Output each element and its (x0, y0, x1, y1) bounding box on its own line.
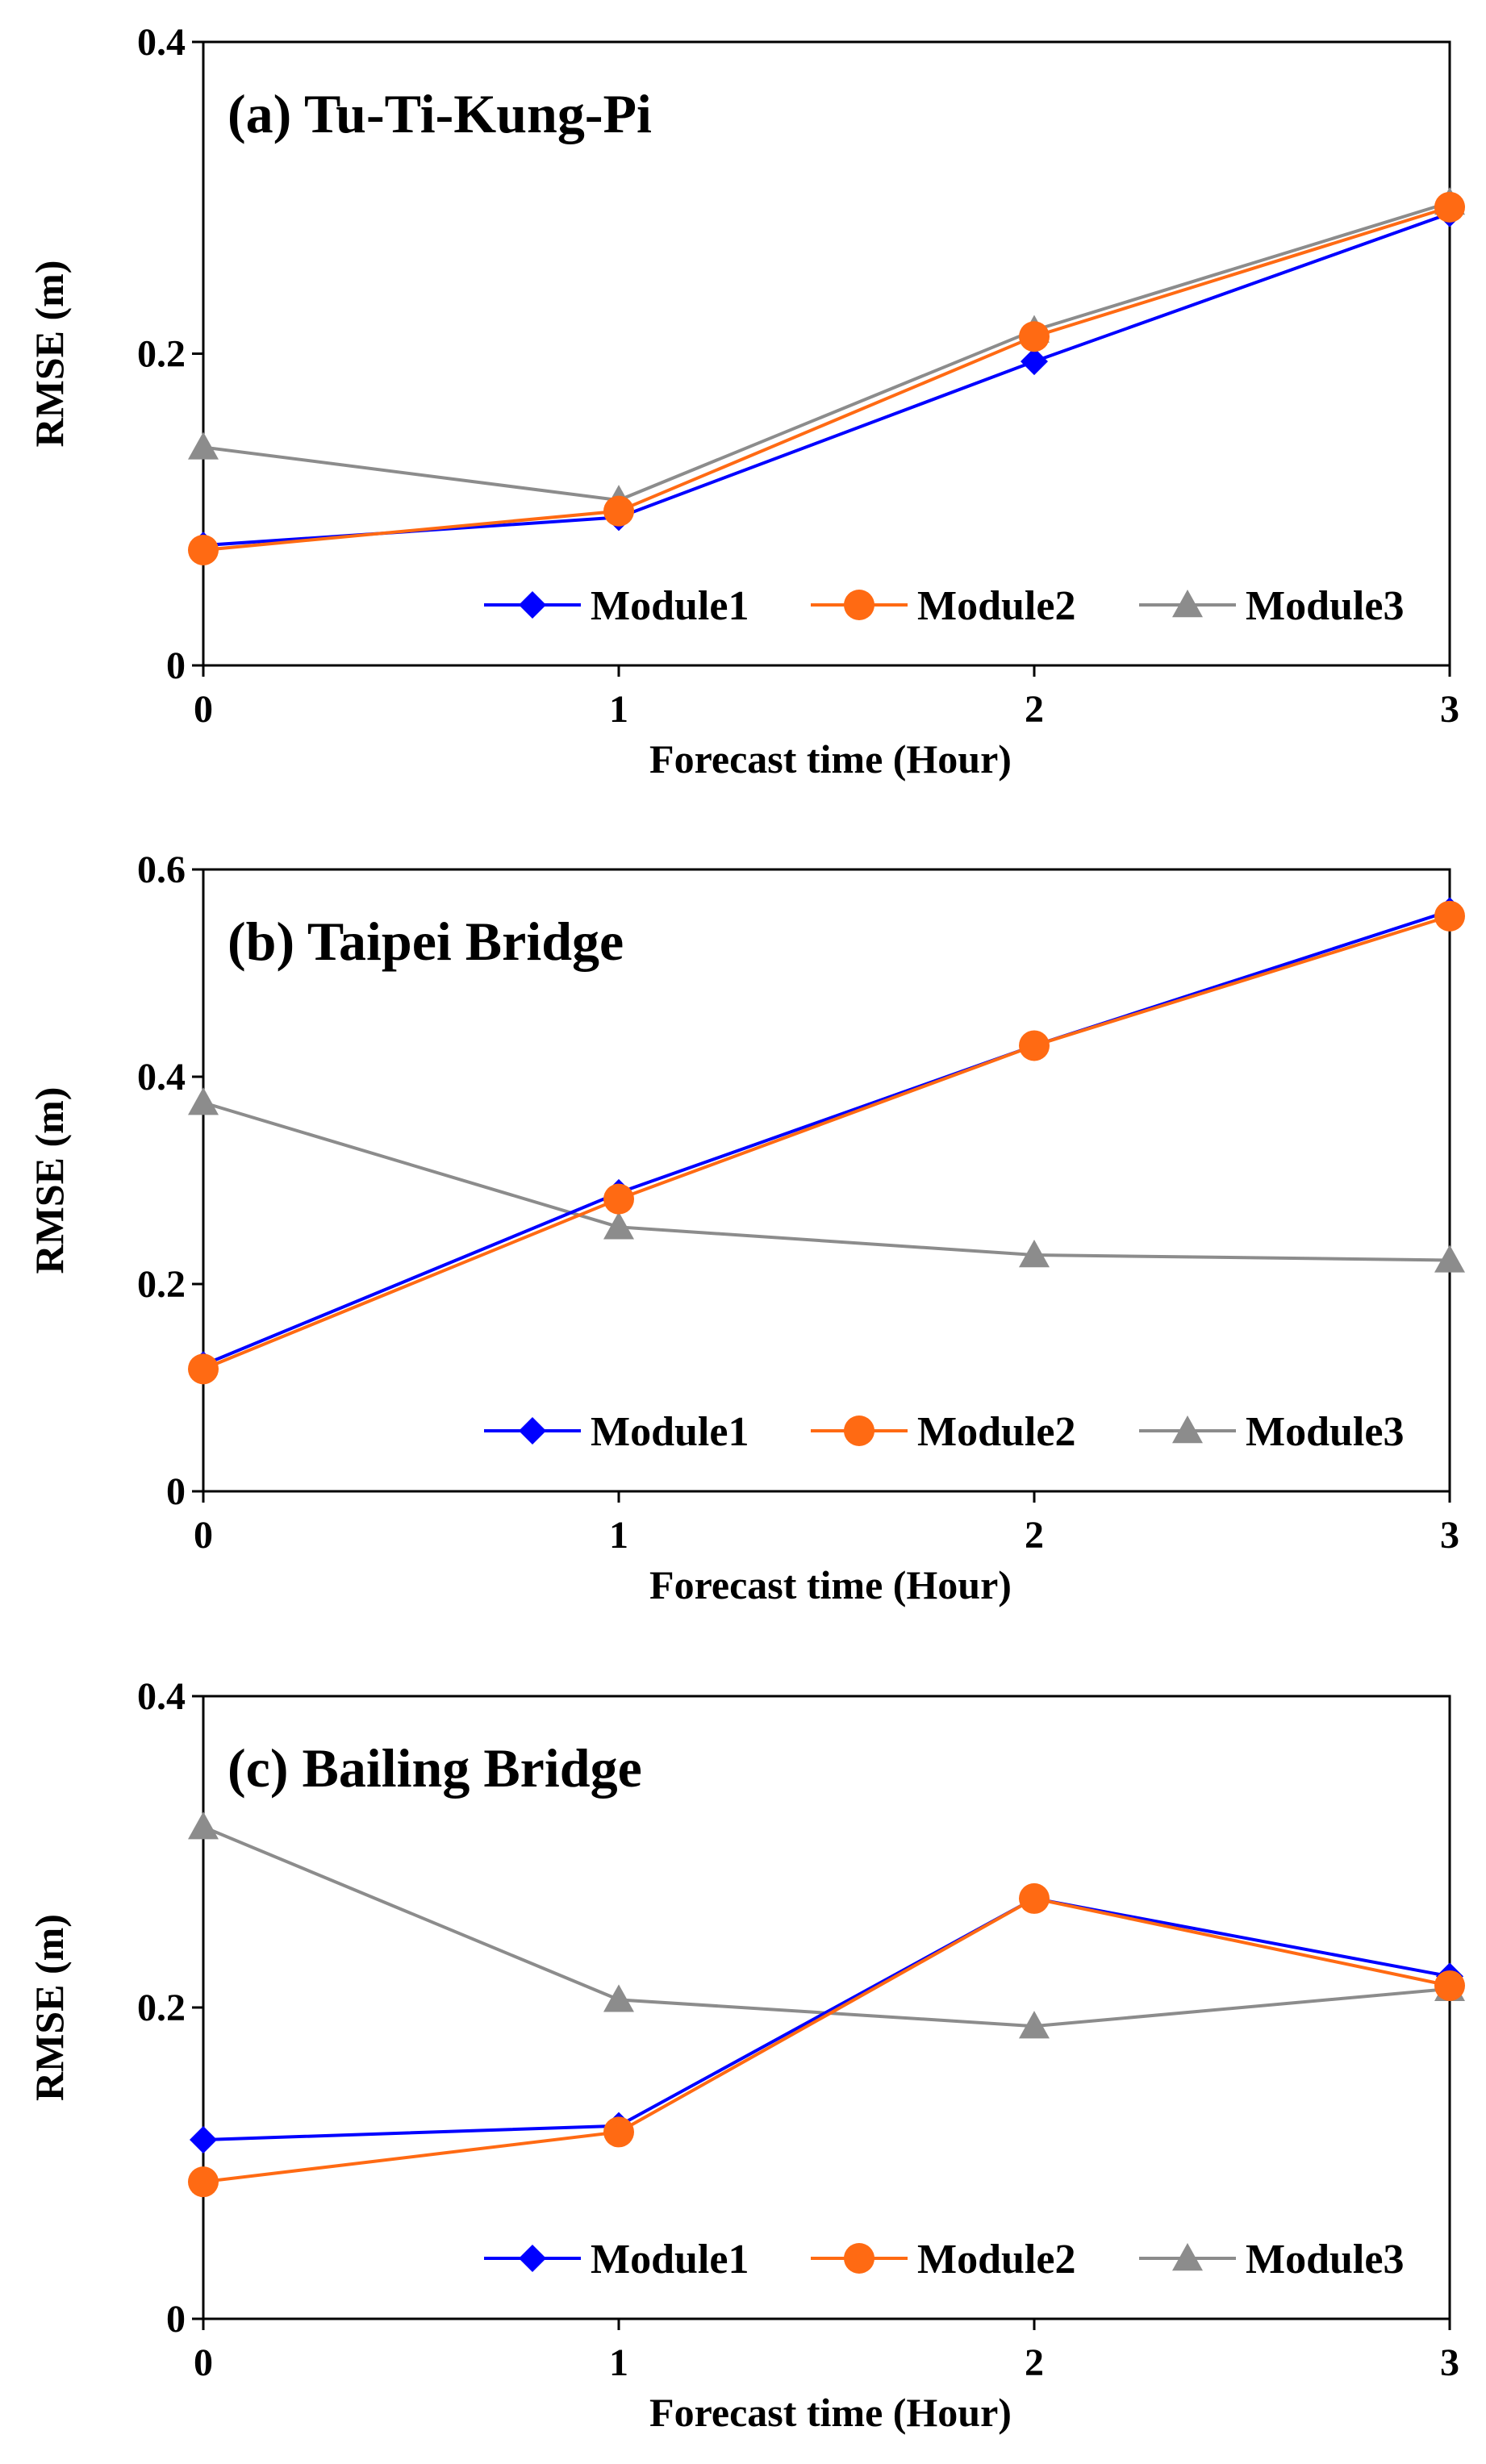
legend-marker (519, 1417, 546, 1445)
data-point-module3 (188, 432, 219, 460)
x-tick-label: 2 (1025, 2341, 1044, 2384)
data-point-module2 (188, 2166, 219, 2198)
legend-marker (1172, 590, 1203, 618)
series-line-module1 (202, 909, 1451, 1367)
series-line-module2 (202, 1896, 1451, 2184)
legend-label: Module1 (591, 2237, 749, 2283)
data-point-module2 (603, 2116, 634, 2148)
panel-title: (b) Taipei Bridge (227, 911, 624, 972)
legend-marker (519, 2245, 546, 2272)
legend-item-module2: Module2 (811, 2237, 1075, 2283)
legend-item-module1: Module1 (484, 583, 749, 629)
data-point-module1 (1021, 348, 1048, 376)
series-line-module2 (202, 205, 1451, 552)
plot-frame (202, 868, 1451, 1493)
legend-item-module1: Module1 (484, 1409, 749, 1455)
y-tick-label: 0 (166, 2298, 186, 2341)
legend-item-module3: Module3 (1139, 583, 1404, 629)
series-line-module1 (202, 211, 1451, 548)
series-line-module3 (202, 1825, 1451, 2028)
series-line-module3 (202, 201, 1451, 502)
data-point-module2 (1019, 1030, 1050, 1061)
data-point-module2 (603, 495, 634, 527)
data-point-module2 (1434, 900, 1465, 932)
data-point-module2 (1019, 321, 1050, 352)
x-axis-label: Forecast time (Hour) (649, 736, 1012, 782)
data-point-module2 (188, 534, 219, 565)
panel-a: 0 0.2 0.4 0 1 2 3 Forecast time (Hour) RMSE (m) (… (27, 21, 1465, 782)
legend-label: Module2 (917, 583, 1075, 629)
data-point-module2 (1434, 191, 1465, 223)
data-point-module3 (188, 1812, 219, 1840)
data-point-module3 (188, 1087, 219, 1115)
y-tick-label: 0.4 (137, 1675, 186, 1718)
panel-c: 0 0.2 0.4 0 1 2 3 Forecast time (Hour) RMSE (m) (… (27, 1675, 1465, 2435)
x-tick-label: 2 (1025, 1514, 1044, 1557)
legend-marker (844, 590, 874, 620)
legend-label: Module2 (917, 2237, 1075, 2283)
x-axis-label: Forecast time (Hour) (649, 2390, 1012, 2435)
x-tick-label: 1 (609, 2341, 628, 2384)
legend-label: Module3 (1246, 2237, 1404, 2283)
y-tick-label: 0 (166, 644, 186, 687)
x-tick-label: 0 (194, 1514, 213, 1557)
legend-item-module1: Module1 (484, 2237, 749, 2283)
y-tick-label: 0.2 (137, 1263, 186, 1306)
legend-item-module2: Module2 (811, 1409, 1075, 1455)
data-point-module3 (1019, 2011, 1050, 2039)
legend-label: Module3 (1246, 1409, 1404, 1455)
y-axis-label: RMSE (m) (27, 1087, 72, 1274)
legend-label: Module1 (591, 1409, 749, 1455)
legend-marker (1172, 2243, 1203, 2271)
legend-label: Module2 (917, 1409, 1075, 1455)
x-tick-label: 3 (1440, 688, 1459, 731)
x-tick-label: 1 (609, 1514, 628, 1557)
y-axis-label: RMSE (m) (27, 261, 72, 448)
y-tick-label: 0 (166, 1470, 186, 1513)
data-point-module1 (190, 2126, 217, 2154)
legend-marker (844, 1415, 874, 1446)
data-point-module2 (603, 1183, 634, 1215)
data-point-module2 (188, 1353, 219, 1385)
data-point-module3 (1434, 1245, 1465, 1273)
series-line-module2 (202, 914, 1451, 1371)
panel-title: (c) Bailing Bridge (227, 1737, 642, 1799)
panel-b: 0 0.2 0.4 0.6 0 1 2 3 Forecast time (Hour) RMSE (… (27, 848, 1465, 1607)
data-point-module2 (1434, 1970, 1465, 2001)
legend-item-module3: Module3 (1139, 1409, 1404, 1455)
legend-item-module3: Module3 (1139, 2237, 1404, 2283)
legend-marker (519, 591, 546, 619)
data-point-module3 (603, 1984, 634, 2012)
y-tick-label: 0.4 (137, 1056, 186, 1099)
data-point-module3 (603, 1211, 634, 1240)
legend-label: Module3 (1246, 583, 1404, 629)
legend-label: Module1 (591, 583, 749, 629)
x-tick-label: 2 (1025, 688, 1044, 731)
data-point-module2 (1019, 1882, 1050, 1914)
y-axis-label: RMSE (m) (27, 1914, 72, 2101)
x-tick-label: 0 (194, 2341, 213, 2384)
series-line-module3 (202, 1101, 1451, 1262)
x-tick-label: 3 (1440, 2341, 1459, 2384)
data-point-module3 (1019, 1240, 1050, 1268)
y-tick-label: 0.4 (137, 21, 186, 64)
legend-item-module2: Module2 (811, 583, 1075, 629)
y-tick-label: 0.2 (137, 333, 186, 376)
x-tick-label: 0 (194, 688, 213, 731)
x-tick-label: 1 (609, 688, 628, 731)
series-line-module1 (202, 1896, 1451, 2142)
y-tick-label: 0.2 (137, 1987, 186, 2029)
legend-marker (844, 2243, 874, 2274)
legend-marker (1172, 1415, 1203, 1444)
y-tick-label: 0.6 (137, 848, 186, 891)
x-axis-label: Forecast time (Hour) (649, 1562, 1012, 1607)
panel-title: (a) Tu-Ti-Kung-Pi (227, 83, 652, 144)
x-tick-label: 3 (1440, 1514, 1459, 1557)
